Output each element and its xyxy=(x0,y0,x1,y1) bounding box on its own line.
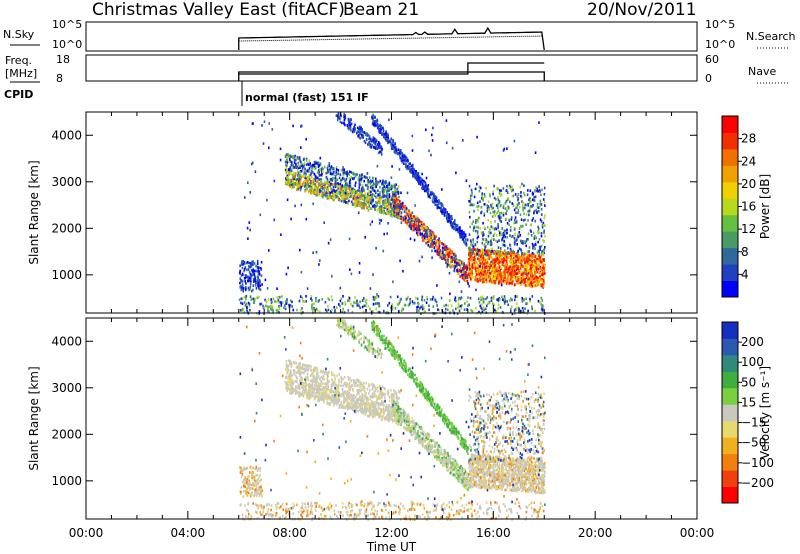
scatter-field xyxy=(238,112,546,316)
y-tick-label: 1000 xyxy=(51,268,82,282)
colorbar-tick-label: −50 xyxy=(741,436,766,450)
x-tick-label: 20:00 xyxy=(578,526,613,540)
date-label: 20/Nov/2011 xyxy=(587,0,697,20)
colorbar-tick-label: 20 xyxy=(741,177,756,191)
y-axis-label: Slant Range [km] xyxy=(27,160,41,264)
nave-trace xyxy=(238,62,545,75)
summary-box-nsky xyxy=(85,21,698,52)
colorbar-tick-label: 200 xyxy=(741,335,764,349)
freq-trace xyxy=(238,71,545,81)
freq-tick-high: 18 xyxy=(56,53,70,66)
beam-label: Beam 21 xyxy=(343,0,420,20)
summary-traces xyxy=(238,26,545,81)
x-axis-label: Time UT xyxy=(366,540,417,554)
power-panel: 1000 2000 3000 4000 Slant Range [km] 4 8 12 16 20… xyxy=(27,111,772,316)
colorbar-tick-label: −200 xyxy=(741,476,774,490)
colorbar-label: Power [dB] xyxy=(758,174,772,239)
nsky-tick-high: 10^5 xyxy=(52,18,83,31)
colorbar-swatch xyxy=(722,148,738,166)
nsearch-tick-low: 10^0 xyxy=(705,38,736,51)
colorbar-frame xyxy=(721,321,739,504)
colorbar-tick-label: −100 xyxy=(741,456,774,470)
x-tick-label: 00:00 xyxy=(680,526,715,540)
colorbar-swatch xyxy=(722,132,738,150)
colorbar-tick-label: 50 xyxy=(741,375,756,389)
freq-label: Freq. xyxy=(5,54,33,67)
colorbar-tick-label: 8 xyxy=(741,245,749,259)
nave-tick-low: 0 xyxy=(705,72,712,85)
nsearch-tick-high: 10^5 xyxy=(705,18,736,31)
y-tick-label: 1000 xyxy=(51,474,82,488)
x-tick-label: 00:00 xyxy=(69,526,104,540)
y-tick-label: 3000 xyxy=(51,381,82,395)
y-tick-label: 2000 xyxy=(51,427,82,441)
summary-box-freq xyxy=(85,54,698,82)
colorbar-tick-label: 12 xyxy=(741,222,756,236)
colorbar-tick-label: 100 xyxy=(741,355,764,369)
colorbar-swatch xyxy=(722,453,738,471)
y-tick-label: 4000 xyxy=(51,128,82,142)
nsearch-label: N.Search xyxy=(746,30,796,43)
nsky-tick-low: 10^0 xyxy=(52,38,83,51)
x-tick-label: 08:00 xyxy=(272,526,307,540)
cpid-label: CPID xyxy=(4,88,34,101)
colorbar-swatch xyxy=(722,198,738,216)
colorbar-swatch xyxy=(722,264,738,282)
colorbar-swatch xyxy=(722,181,738,199)
colorbar: 200 100 50 15 −15 −50 −100 −200 Velocity [m s⁻¹] xyxy=(721,321,774,504)
colorbar-swatch xyxy=(722,247,738,265)
y-tick-label: 4000 xyxy=(51,334,82,348)
colorbar-swatch xyxy=(722,387,738,405)
nsky-trace xyxy=(238,26,545,51)
colorbar-swatch xyxy=(722,165,738,183)
colorbar-label: Velocity [m s⁻¹] xyxy=(758,366,772,459)
scatter-field xyxy=(239,318,546,522)
colorbar-swatch xyxy=(722,486,738,504)
colorbar-swatch xyxy=(722,354,738,372)
x-tick-label: 12:00 xyxy=(374,526,409,540)
colorbar-swatch xyxy=(722,116,738,133)
nsearch-trace xyxy=(238,35,542,42)
colorbar-tick-label: 4 xyxy=(741,267,749,281)
colorbar-tick-label: 28 xyxy=(741,132,756,146)
colorbar-tick-label: 24 xyxy=(741,154,756,168)
y-tick-label: 2000 xyxy=(51,221,82,235)
colorbar-swatch xyxy=(722,231,738,249)
cpid-value: normal (fast) 151 IF xyxy=(245,91,369,104)
nave-tick-high: 60 xyxy=(705,53,719,66)
colorbar-swatch xyxy=(722,214,738,232)
y-tick-label: 3000 xyxy=(51,175,82,189)
nave-label: Nave xyxy=(748,65,777,78)
colorbar-swatch xyxy=(722,404,738,422)
colorbar-tick-label: 15 xyxy=(741,395,756,409)
velocity-panel: 1000 2000 3000 4000 Slant Range [km] 200 100 50… xyxy=(27,317,774,522)
colorbar-tick-label: −15 xyxy=(741,416,766,430)
y-axis-label: Slant Range [km] xyxy=(27,366,41,470)
x-tick-label: 04:00 xyxy=(171,526,206,540)
colorbar-swatch xyxy=(722,338,738,356)
colorbar-swatch xyxy=(722,420,738,438)
nsky-label: N.Sky xyxy=(3,28,35,41)
x-tick-label: 16:00 xyxy=(476,526,511,540)
colorbar-swatch xyxy=(722,280,738,298)
colorbar-tick-label: 16 xyxy=(741,200,756,214)
colorbar-swatch xyxy=(722,437,738,455)
colorbar-swatch xyxy=(722,371,738,389)
freq-tick-low: 8 xyxy=(56,72,63,85)
colorbar-swatch xyxy=(722,470,738,488)
station-title: Christmas Valley East (fitACF) xyxy=(92,0,345,20)
colorbar-swatch xyxy=(722,322,738,339)
colorbar: 4 8 12 16 20 24 28 Power [dB] xyxy=(721,115,772,298)
freq-unit-label: [MHz] xyxy=(5,67,38,80)
